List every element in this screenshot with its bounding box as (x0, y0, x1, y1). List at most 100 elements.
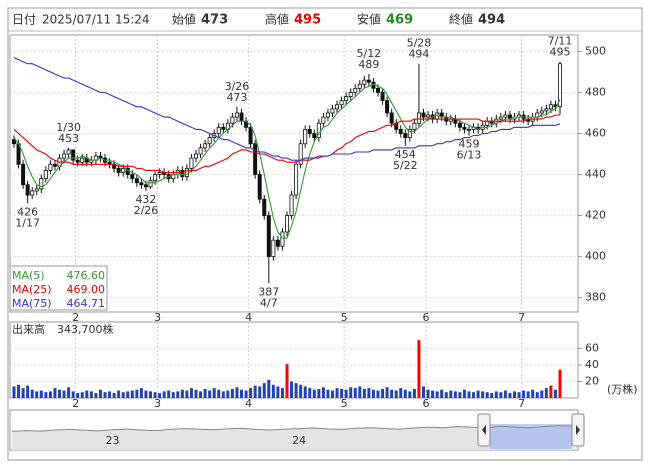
candle-body (75, 159, 80, 163)
volume-bar (485, 392, 489, 398)
candle-body (389, 112, 394, 124)
candle-body (403, 133, 408, 138)
candle-body (266, 215, 271, 257)
volume-bar (194, 389, 198, 398)
annotation-value: 453 (58, 132, 79, 145)
candle-body (257, 174, 262, 200)
volume-bar (135, 389, 139, 398)
candle-body (466, 128, 471, 131)
candle-body (321, 116, 326, 124)
candle-body (385, 100, 390, 114)
volume-bar (531, 389, 535, 398)
date-label: 日付 (12, 13, 36, 27)
candle-body (421, 112, 426, 118)
volume-bar (553, 389, 557, 398)
y-tick-label: 440 (585, 168, 606, 181)
ma-line (13, 114, 560, 174)
volume-bar (240, 389, 243, 398)
volume-bar (335, 388, 339, 398)
candle-body (485, 120, 490, 126)
candle-body (130, 174, 135, 180)
volume-bar (426, 389, 430, 398)
volume-bar (526, 391, 530, 398)
candle-body (407, 128, 412, 138)
candle-body (230, 116, 235, 124)
y-tick-label: 420 (585, 209, 606, 222)
volume-bar (153, 392, 157, 398)
candle-body (52, 163, 57, 167)
volume-bar (12, 386, 16, 398)
candle-body (43, 170, 48, 180)
candle-body (11, 139, 16, 145)
annotation-value: 454 (395, 148, 416, 161)
volume-bar (472, 392, 476, 398)
volume-bar (449, 390, 453, 398)
candle-body (298, 143, 303, 165)
candle-body (234, 112, 239, 118)
volume-bar (331, 390, 334, 398)
open-label: 始値 (172, 12, 196, 27)
volume-bar (385, 387, 389, 398)
legend-label: MA(75) (12, 297, 52, 310)
candle-body (330, 108, 335, 114)
legend-label: MA(5) (12, 269, 45, 282)
volume-bar (403, 389, 407, 398)
volume-bar (412, 388, 416, 398)
volume-bar (381, 388, 385, 398)
volume-bar (244, 390, 248, 398)
candle-body (498, 116, 503, 120)
volume-bar (58, 389, 61, 398)
candle-body (143, 184, 148, 188)
volume-bar (503, 390, 507, 398)
legend-box (9, 265, 108, 311)
volume-bar (98, 389, 102, 398)
volume-bar (44, 392, 48, 398)
annotation-value: 426 (17, 205, 38, 218)
candle-body (21, 163, 26, 186)
volume-bar (139, 388, 143, 398)
volume-bar (76, 393, 80, 398)
candle-body (325, 112, 330, 118)
volume-bar (435, 391, 439, 398)
candle-body (25, 184, 30, 196)
candle-body (558, 63, 563, 108)
volume-bar (362, 388, 366, 398)
nav-label: 24 (292, 434, 306, 447)
x-tick-label: 2 (72, 397, 79, 410)
annotation-value: 473 (226, 91, 247, 104)
candle-body (380, 92, 385, 102)
legend-value: 464.71 (67, 297, 106, 310)
candle-body (457, 122, 462, 128)
volume-bar (390, 389, 394, 398)
volume-bar (53, 388, 57, 398)
volume-bar (221, 391, 225, 398)
volume-bar (180, 389, 184, 398)
volume-bar (167, 390, 171, 398)
legend-value: 469.00 (67, 283, 106, 296)
volume-bar (235, 387, 239, 398)
volume-bar (371, 389, 375, 398)
volume-panel (9, 321, 579, 399)
candle-body (289, 194, 294, 216)
volume-bar (276, 386, 280, 398)
volume-bar (499, 392, 503, 398)
candle-body (544, 108, 549, 112)
volume-bar (508, 393, 512, 398)
annotation-date: 1/17 (15, 216, 40, 229)
candle-body (48, 163, 53, 171)
volume-bar (494, 391, 498, 398)
candle-body (280, 231, 285, 247)
volume-bar (344, 389, 348, 398)
candle-body (344, 96, 349, 102)
volume-bar (249, 388, 253, 398)
low-label: 安値 (357, 12, 381, 27)
candle-body (216, 126, 221, 134)
candle-body (375, 87, 380, 93)
volume-bar (71, 391, 75, 398)
candle-body (62, 153, 67, 159)
candle-body (239, 112, 244, 122)
volume-bar (126, 391, 130, 398)
candle-body (221, 126, 226, 130)
volume-bar (522, 390, 526, 398)
